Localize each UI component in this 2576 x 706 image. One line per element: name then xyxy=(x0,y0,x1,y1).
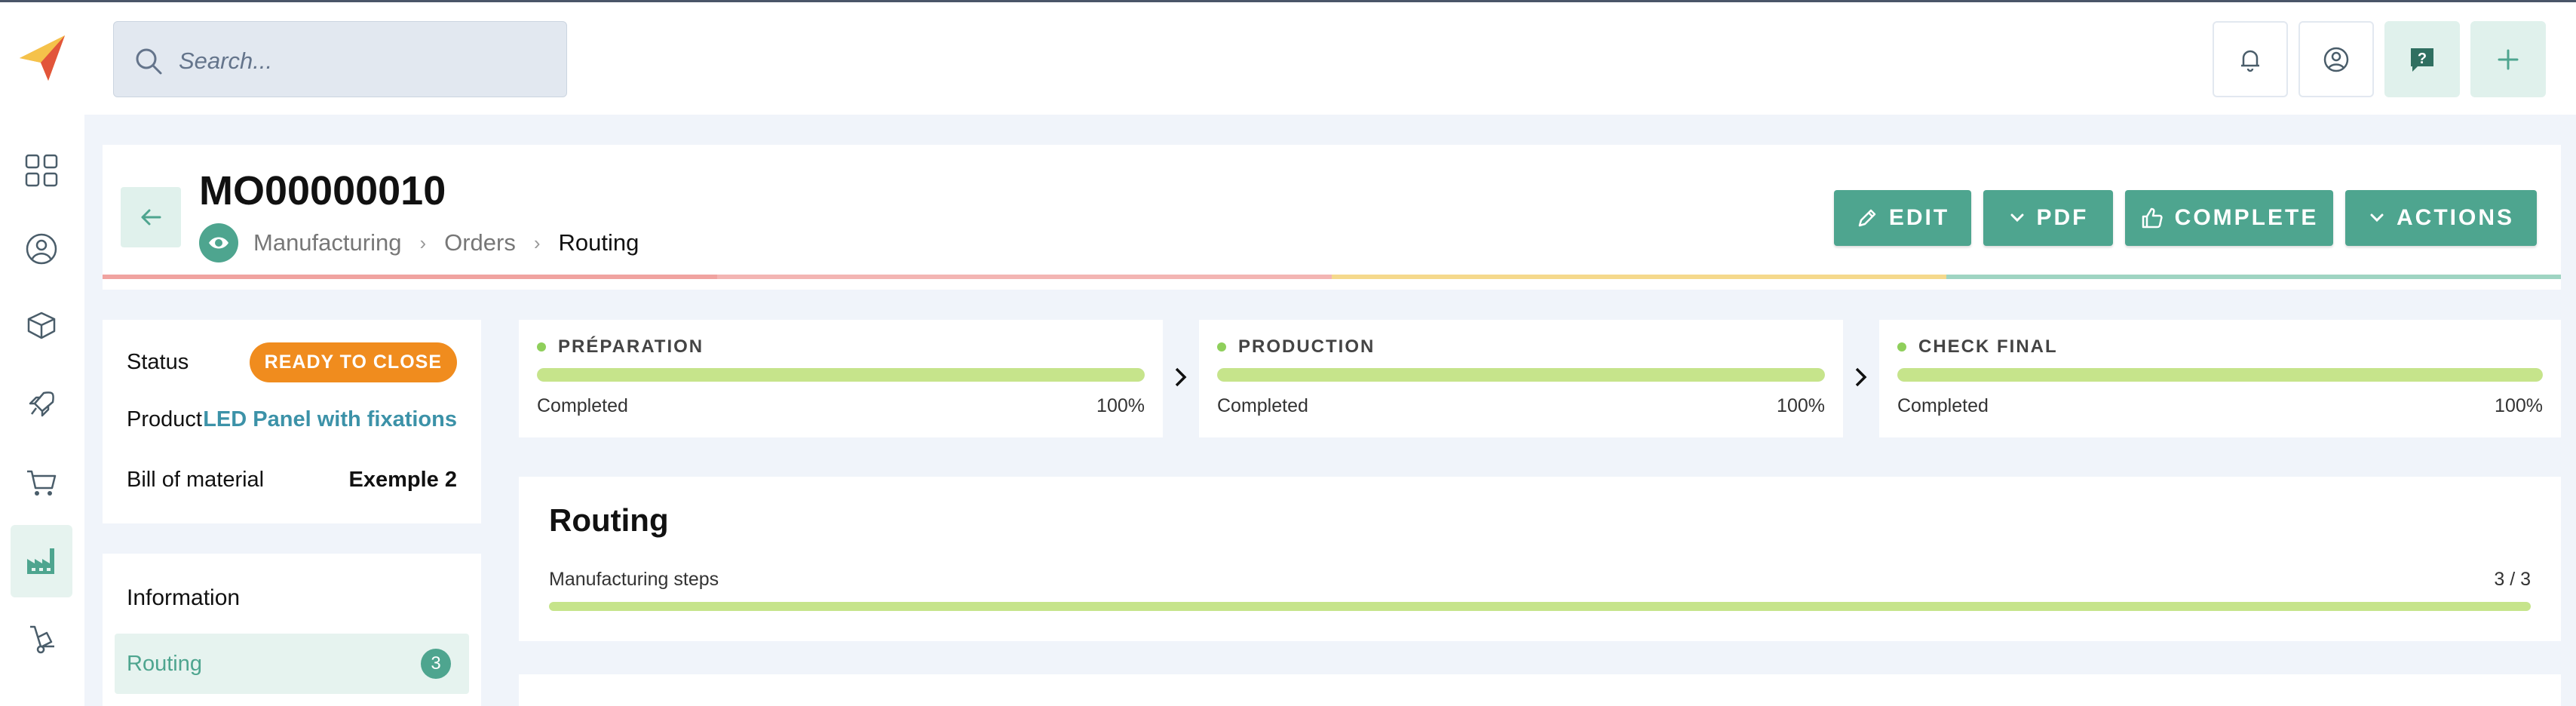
add-button[interactable] xyxy=(2470,21,2546,97)
contacts-icon xyxy=(26,233,57,265)
sidebar-item-inventory[interactable] xyxy=(11,603,72,676)
breadcrumb-item-current: Routing xyxy=(558,229,639,256)
routing-progress-bar xyxy=(549,602,2531,611)
edit-button[interactable]: EDIT xyxy=(1834,190,1971,246)
user-circle-icon xyxy=(2323,47,2349,72)
order-info-card: Status READY TO CLOSE Product LED Panel … xyxy=(103,320,481,523)
step-progress-bar xyxy=(1897,368,2543,382)
complete-button[interactable]: COMPLETE xyxy=(2125,190,2333,246)
step-progress-fill xyxy=(1217,368,1825,382)
step-progress-bar xyxy=(537,368,1145,382)
arrow-left-icon xyxy=(141,209,161,226)
help-button[interactable]: ? xyxy=(2384,21,2460,97)
app-logo[interactable] xyxy=(15,31,69,85)
status-dot xyxy=(1217,342,1226,351)
step-status: Completed xyxy=(537,395,628,416)
top-bar: Search... ? xyxy=(0,0,2576,115)
step-status: Completed xyxy=(1217,395,1308,416)
plus-icon xyxy=(2498,49,2519,69)
chevron-right-icon: › xyxy=(533,231,541,254)
page-title: MO00000010 xyxy=(199,168,446,213)
help-chat-icon: ? xyxy=(2411,48,2433,72)
status-label: Status xyxy=(127,350,189,374)
routing-card: Routing Manufacturing steps 3 / 3 xyxy=(519,477,2561,641)
projects-icon xyxy=(29,391,54,417)
status-badge: READY TO CLOSE xyxy=(249,342,457,382)
inventory-icon xyxy=(30,625,54,654)
back-button[interactable] xyxy=(121,187,181,247)
routing-progress-fill xyxy=(549,602,2531,611)
search-icon xyxy=(136,48,162,75)
status-dot xyxy=(1897,342,1906,351)
search-box[interactable]: Search... xyxy=(113,21,567,97)
chevron-right-icon xyxy=(1850,362,1872,392)
step-card-check-final: CHECK FINAL Completed 100% xyxy=(1879,320,2561,437)
purchase-cart-icon xyxy=(27,470,57,496)
step-percent: 100% xyxy=(2495,395,2543,416)
chevron-right-icon xyxy=(1170,362,1192,392)
breadcrumb: Manufacturing › Orders › Routing xyxy=(253,229,639,256)
dashboard-icon xyxy=(25,154,58,187)
status-row: Status READY TO CLOSE xyxy=(127,342,457,382)
step-progress-fill xyxy=(537,368,1145,382)
step-status: Completed xyxy=(1897,395,1989,416)
step-name: PRODUCTION xyxy=(1238,336,1375,357)
menu-item-information[interactable]: Information xyxy=(127,585,241,610)
products-icon xyxy=(27,312,56,339)
svg-text:?: ? xyxy=(2418,51,2427,67)
pencil-icon xyxy=(1858,209,1876,227)
routing-subtitle: Manufacturing steps xyxy=(549,569,719,590)
breadcrumb-item-orders[interactable]: Orders xyxy=(444,229,516,256)
stage-progress-line xyxy=(103,275,2561,279)
order-header: MO00000010 Manufacturing › Orders › Rout… xyxy=(103,145,2561,290)
thumbs-up-icon xyxy=(2142,207,2163,229)
pdf-label: PDF xyxy=(2036,205,2089,230)
actions-button[interactable]: ACTIONS xyxy=(2345,190,2537,246)
complete-label: COMPLETE xyxy=(2174,205,2319,230)
section-title: Routing xyxy=(549,502,669,538)
notifications-button[interactable] xyxy=(2213,21,2288,97)
step-percent: 100% xyxy=(1777,395,1825,416)
breadcrumb-item-manufacturing[interactable]: Manufacturing xyxy=(253,229,402,256)
bom-label: Bill of material xyxy=(127,468,265,492)
product-link[interactable]: LED Panel with fixations xyxy=(203,407,457,431)
pdf-button[interactable]: PDF xyxy=(1983,190,2113,246)
sidebar-item-projects[interactable] xyxy=(11,368,72,440)
sidebar-item-dashboard[interactable] xyxy=(11,134,72,207)
eye-icon xyxy=(209,237,228,249)
sidebar-item-products[interactable] xyxy=(11,290,72,362)
sidebar-item-purchases[interactable] xyxy=(11,447,72,519)
factory-icon xyxy=(27,548,54,574)
chevron-right-icon: › xyxy=(419,231,427,254)
step-percent: 100% xyxy=(1096,395,1145,416)
search-input[interactable]: Search... xyxy=(179,48,273,74)
watch-button[interactable] xyxy=(199,223,238,262)
sidebar xyxy=(0,115,84,706)
step-name: CHECK FINAL xyxy=(1918,336,2058,357)
bom-value: Exemple 2 xyxy=(348,468,457,492)
bom-row: Bill of material Exemple 2 xyxy=(127,468,457,493)
sidebar-item-contacts[interactable] xyxy=(11,213,72,285)
chevron-down-icon xyxy=(2370,213,2384,223)
routing-steps-panel xyxy=(519,674,2561,706)
edit-label: EDIT xyxy=(1888,205,1950,230)
step-card-preparation: PRÉPARATION Completed 100% xyxy=(519,320,1163,437)
chevron-down-icon xyxy=(2010,213,2023,223)
step-progress-bar xyxy=(1217,368,1825,382)
actions-label: ACTIONS xyxy=(2397,205,2514,230)
product-label: Product xyxy=(127,407,202,431)
menu-item-label: Routing xyxy=(127,652,202,676)
menu-item-routing[interactable]: Routing 3 xyxy=(115,634,469,694)
step-card-production: PRODUCTION Completed 100% xyxy=(1199,320,1843,437)
bell-icon xyxy=(2241,50,2259,72)
sidebar-item-manufacturing[interactable] xyxy=(11,525,72,597)
step-name: PRÉPARATION xyxy=(558,336,704,357)
status-dot xyxy=(537,342,546,351)
step-progress-fill xyxy=(1897,368,2543,382)
section-menu: Information Routing 3 xyxy=(103,554,481,706)
routing-count: 3 / 3 xyxy=(2494,569,2531,590)
count-badge: 3 xyxy=(421,649,451,679)
product-row: Product LED Panel with fixations xyxy=(127,407,457,432)
profile-button[interactable] xyxy=(2298,21,2374,97)
